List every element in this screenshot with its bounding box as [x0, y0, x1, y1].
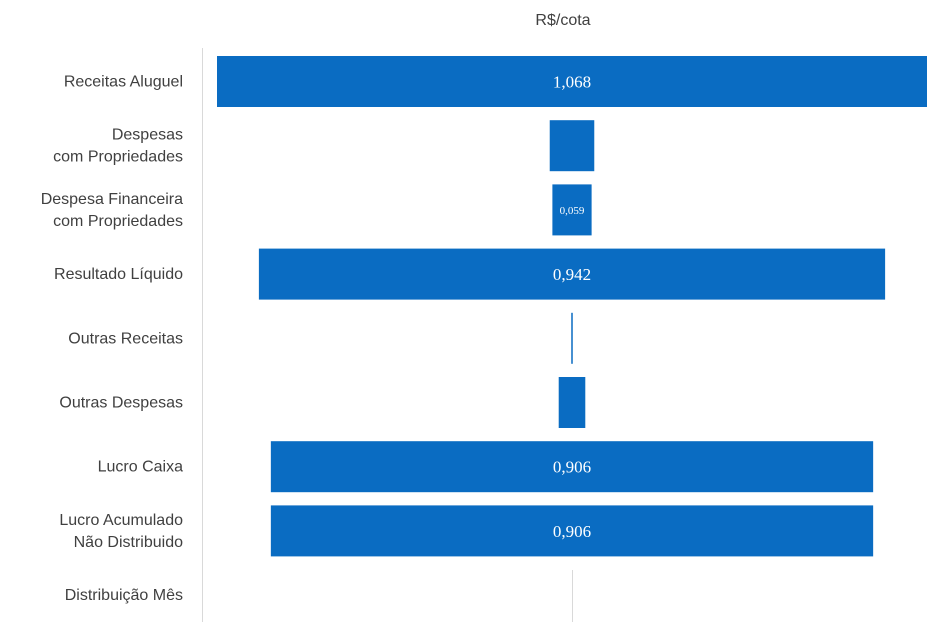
bar-0: [217, 56, 927, 107]
bar-label-0: 1,068: [553, 73, 591, 92]
category-label-8-line-0: Distribuição Mês: [65, 587, 183, 604]
category-label-7-line-0: Lucro Acumulado: [59, 512, 183, 529]
bar-5: [558, 377, 586, 428]
bar-7: [270, 505, 874, 557]
bar-3: [258, 248, 886, 300]
category-label-4-line-0: Outras Receitas: [68, 330, 183, 347]
bars: [217, 56, 927, 557]
bar-1: [549, 120, 595, 172]
category-label-6-line-0: Lucro Caixa: [98, 459, 183, 476]
bar-labels: 1,068 0,059 0,942 0,906 0,906: [553, 73, 591, 541]
category-label-2: Despesa Financeira com Propriedades: [41, 191, 183, 230]
category-label-3-line-0: Resultado Líquido: [54, 266, 183, 283]
bar-label-6: 0,906: [553, 458, 591, 477]
category-label-7: Lucro Acumulado Não Distribuido: [59, 512, 183, 551]
category-label-4: Outras Receitas: [68, 330, 183, 347]
category-label-2-line-0: Despesa Financeira: [41, 191, 183, 208]
category-label-7-line-1: Não Distribuido: [74, 534, 183, 551]
category-label-1-line-1: com Propriedades: [53, 149, 183, 166]
category-label-6: Lucro Caixa: [98, 459, 183, 476]
unit-label: R$/cota: [535, 12, 590, 29]
category-label-5-line-0: Outras Despesas: [59, 395, 183, 412]
bar-2: [552, 184, 592, 236]
bar-6: [270, 441, 874, 493]
category-label-5: Outras Despesas: [59, 395, 183, 412]
bar-label-3: 0,942: [553, 265, 591, 284]
category-label-3: Resultado Líquido: [54, 266, 183, 283]
category-label-8: Distribuição Mês: [65, 587, 183, 604]
category-label-1-line-0: Despesas: [112, 127, 183, 144]
category-label-0-line-0: Receitas Aluguel: [64, 74, 183, 91]
bar-label-2: 0,059: [560, 205, 585, 217]
category-label-0: Receitas Aluguel: [64, 74, 183, 91]
category-label-2-line-1: com Propriedades: [53, 213, 183, 230]
bar-label-7: 0,906: [553, 522, 591, 541]
bar-4: [571, 312, 573, 364]
category-labels: Receitas Aluguel Despesas com Propriedades…: [41, 74, 183, 605]
category-label-1: Despesas com Propriedades: [53, 127, 183, 166]
